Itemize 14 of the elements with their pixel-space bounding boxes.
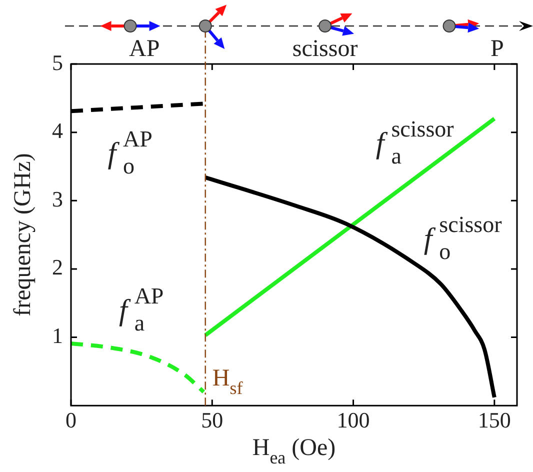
y-tick-label: 5 [52,50,63,75]
y-tick-label: 1 [52,323,63,348]
x-tick-label: 0 [66,408,76,433]
y-tick-label: 2 [52,254,63,280]
text: AP [129,36,160,62]
text: P [490,36,504,62]
y-tick-label: 4 [52,118,63,144]
line-series [71,341,206,394]
text: scissor [292,36,358,62]
y-tick-label: 3 [52,186,63,212]
y-axis-title: frequency (GHz) [10,153,36,316]
x-tick-label: 50 [201,408,224,433]
x-tick-label: 100 [336,408,370,433]
x-tick-label: 150 [478,408,511,433]
